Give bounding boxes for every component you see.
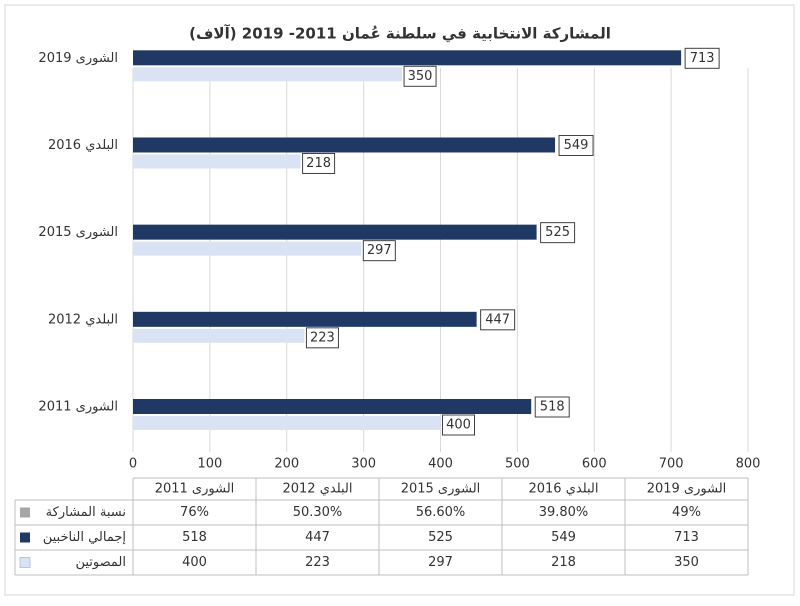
data-label-box (480, 309, 516, 331)
y-tick-label: البلدي 2016 (48, 138, 118, 153)
data-label: 447 (485, 312, 510, 327)
y-tick-label: الشورى 2019 (38, 51, 118, 66)
table-cell: 39.80% (539, 505, 589, 520)
x-tick-label: 700 (659, 457, 684, 472)
x-tick-label: 100 (197, 457, 222, 472)
table-header: البلدي 2012 (282, 482, 352, 497)
bar (133, 224, 537, 240)
table-header: الشورى 2011 (155, 482, 235, 497)
data-label: 223 (310, 330, 335, 345)
table-cell: 518 (182, 530, 207, 545)
data-label: 297 (367, 243, 392, 258)
bar (133, 154, 301, 169)
data-label-box (302, 152, 336, 174)
table-header: البلدي 2016 (528, 482, 598, 497)
x-tick-label: 600 (582, 457, 607, 472)
x-tick-label: 800 (736, 457, 761, 472)
y-tick-label: الشورى 2011 (38, 400, 118, 415)
bar (133, 67, 403, 82)
data-label: 518 (540, 400, 565, 415)
bar (133, 328, 305, 343)
bar (133, 137, 556, 153)
table-cell: 525 (428, 530, 453, 545)
table-cell: 549 (551, 530, 576, 545)
table-cell: 76% (180, 505, 209, 520)
data-label-box (442, 414, 475, 436)
y-tick-label: الشورى 2015 (38, 225, 118, 240)
x-tick-label: 300 (351, 457, 376, 472)
data-label-box (403, 65, 437, 87)
table-header: الشورى 2015 (401, 482, 481, 497)
data-label: 549 (564, 138, 589, 153)
table-cell: 350 (674, 555, 699, 570)
table-cell: 297 (428, 555, 453, 570)
chart-title: المشاركة الانتخابية في سلطنة عُمان 2011-… (189, 25, 611, 43)
data-label-box (305, 327, 339, 349)
data-label-box (540, 222, 576, 244)
table-cell: 50.30% (293, 505, 343, 520)
x-tick-label: 200 (274, 457, 299, 472)
table-cell: 218 (551, 555, 576, 570)
bar (133, 311, 477, 327)
legend-label: إجمالي الناخبين (43, 530, 126, 545)
data-label: 350 (408, 69, 433, 84)
data-label: 525 (545, 225, 570, 240)
data-label-box (558, 134, 594, 156)
table-cell: 447 (305, 530, 330, 545)
table-cell: 400 (182, 555, 207, 570)
data-label: 400 (446, 418, 471, 433)
data-label-box (684, 47, 720, 69)
legend-key (19, 557, 31, 568)
table-header: الشورى 2019 (647, 482, 727, 497)
bar (133, 50, 682, 66)
y-tick-label: البلدي 2012 (48, 312, 118, 327)
data-label: 218 (306, 156, 331, 171)
data-label-box (362, 240, 396, 262)
table-cell: 56.60% (416, 505, 466, 520)
table-cell: 223 (305, 555, 330, 570)
legend-label: نسبة المشاركة (46, 505, 126, 520)
bar (133, 399, 532, 414)
data-label-box (534, 396, 570, 418)
chart-border (4, 4, 795, 596)
data-label: 713 (690, 51, 715, 66)
legend-key (20, 532, 30, 543)
x-tick-label: 400 (428, 457, 453, 472)
legend-label: المصوتين (75, 555, 126, 570)
x-tick-label: 0 (129, 457, 137, 472)
bar (133, 241, 362, 256)
legend-key (20, 507, 30, 518)
x-tick-label: 500 (505, 457, 530, 472)
table-cell: 49% (672, 505, 701, 520)
bar (133, 416, 441, 430)
table-cell: 713 (674, 530, 699, 545)
